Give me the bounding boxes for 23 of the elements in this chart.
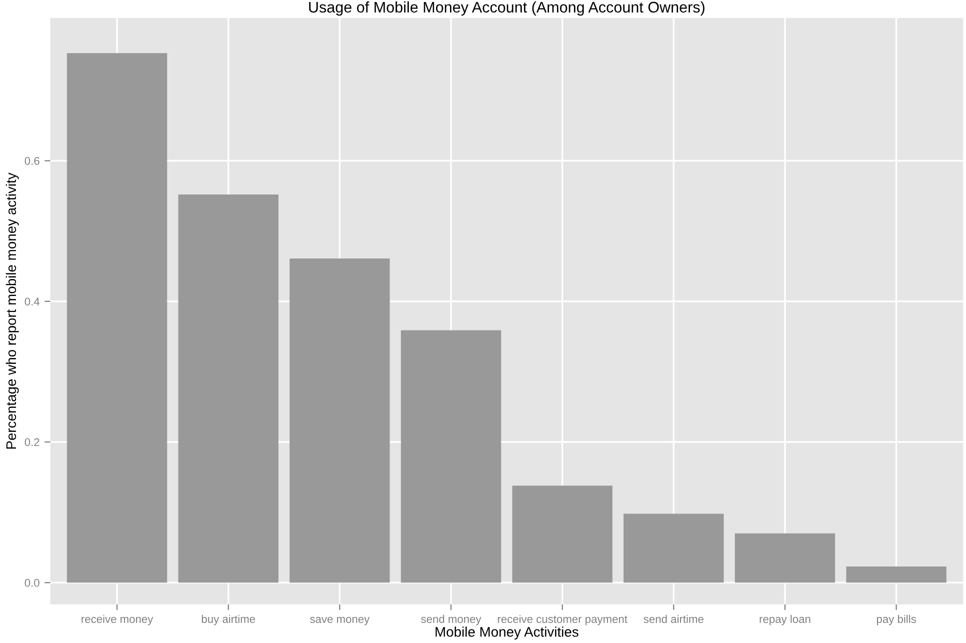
chart-title: Usage of Mobile Money Account (Among Account Owners) <box>309 1 704 16</box>
bar <box>512 486 612 583</box>
bar <box>66 53 168 583</box>
bar <box>178 194 278 583</box>
x-axis-title: Mobile Money Activities <box>436 626 578 640</box>
y-tick-label: 0.0 <box>24 578 40 587</box>
bar <box>846 566 946 583</box>
x-tick-label: repay loan <box>760 614 810 626</box>
bar <box>624 514 724 583</box>
y-tick-label: 0.6 <box>24 157 40 165</box>
x-tick-label: receive money <box>82 614 154 626</box>
x-tick-label: buy airtime <box>202 614 256 626</box>
bar <box>290 258 390 583</box>
bar <box>400 330 502 583</box>
y-tick-label: 0.4 <box>24 298 40 306</box>
x-tick-label: send airtime <box>644 614 704 623</box>
x-tick-label: receive customer payment <box>498 614 628 626</box>
bar <box>734 533 836 583</box>
x-tick-label: send money <box>421 614 482 626</box>
y-tick-label: 0.2 <box>24 438 40 446</box>
x-tick-label: save money <box>310 616 370 626</box>
x-tick-label: pay bills <box>876 614 916 626</box>
y-axis-title: Percentage who report mobile money activity <box>6 172 19 449</box>
